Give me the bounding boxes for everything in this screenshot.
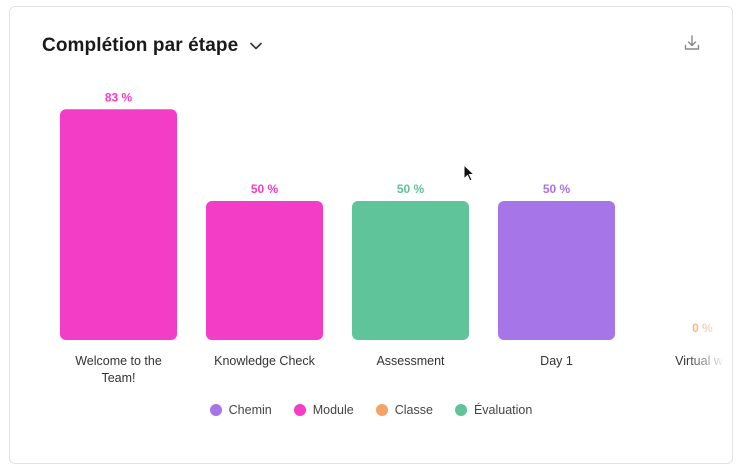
value-label-2: 50 %: [397, 182, 425, 196]
value-label-3: 50 %: [543, 182, 571, 196]
legend-label-module: Module: [312, 403, 354, 417]
legend-swatch-evaluation: [454, 404, 467, 416]
mouse-cursor-icon: [463, 164, 476, 182]
bar-3[interactable]: [498, 201, 615, 340]
bar-0[interactable]: [60, 109, 177, 340]
legend-label-classe: Classe: [394, 403, 433, 417]
value-label-0: 83 %: [105, 90, 133, 104]
chart-card: Complétion par étape 83 % Welcome to the T…: [9, 6, 733, 464]
bar-2[interactable]: [352, 201, 469, 340]
legend-item-classe[interactable]: Classe: [375, 403, 433, 417]
chevron-down-icon[interactable]: [248, 38, 264, 54]
value-label-1: 50 %: [251, 182, 279, 196]
legend-item-evaluation[interactable]: Évaluation: [454, 403, 533, 417]
download-icon[interactable]: [682, 33, 702, 53]
legend-item-chemin[interactable]: Chemin: [209, 403, 272, 417]
category-label-1: Knowledge Check: [214, 354, 316, 368]
scroll-fade: [686, 307, 722, 387]
category-label-2: Assessment: [376, 354, 445, 368]
category-label-3: Day 1: [540, 354, 573, 368]
category-label-0: Welcome to the Team!: [75, 354, 162, 385]
legend-swatch-module: [293, 404, 306, 416]
legend-label-evaluation: Évaluation: [473, 403, 533, 417]
legend-swatch-chemin: [209, 404, 222, 416]
bar-chart: 83 % Welcome to the Team! 50 % Knowledge Che…: [60, 90, 722, 387]
chart-header: Complétion par étape: [42, 35, 264, 57]
legend-swatch-classe: [375, 404, 388, 416]
legend-item-module[interactable]: Module: [293, 403, 354, 417]
legend-label-chemin: Chemin: [228, 403, 272, 417]
chart-legend: Chemin Module Classe Évaluation: [10, 403, 732, 417]
chart-title: Complétion par étape: [42, 35, 239, 56]
bar-1[interactable]: [206, 201, 323, 340]
